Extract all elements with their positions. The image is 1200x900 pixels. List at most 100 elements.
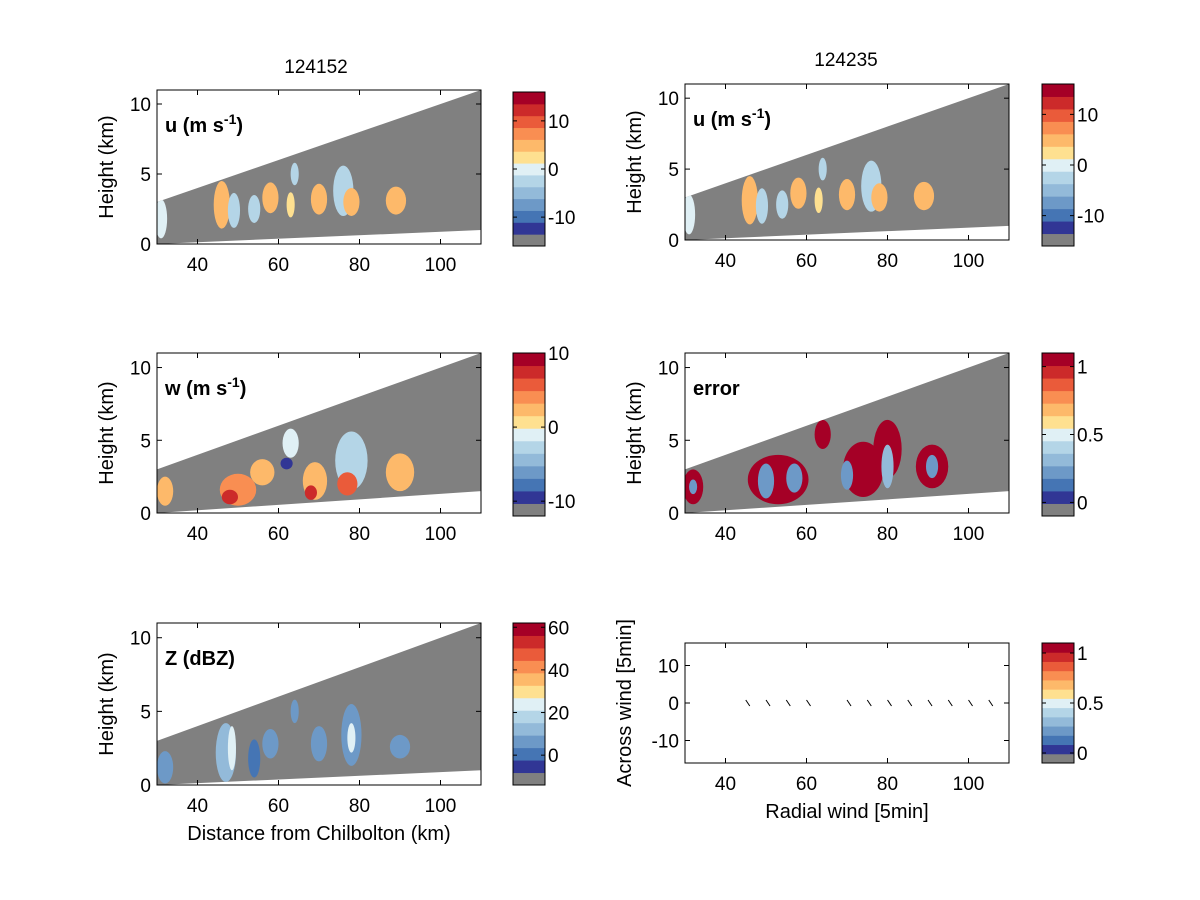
colorbar-frame [512,352,546,517]
x-tick-label: 60 [268,796,289,817]
y-axis-label: Height (km) [624,110,646,213]
x-tick-label: 100 [953,774,985,795]
echo-cell [286,192,295,218]
colorbar: 60 40 20 0 [512,618,569,786]
colorbar-tick-label: 0 [1077,744,1088,765]
colorbar-segment [513,760,545,774]
x-tick-label: 40 [715,524,736,545]
colorbar-tick-label: 10 [548,344,569,365]
echo-cell [290,699,299,724]
wind-vector [765,699,771,707]
wind-vector [907,699,913,707]
colorbar-segment [1042,440,1074,454]
colorbar-segment [1042,428,1074,442]
colorbar-segment [1042,643,1074,653]
y-axis-label: Height (km) [96,115,118,218]
echo-group [157,428,415,506]
colorbar-segment [513,234,545,246]
wind-vector [745,699,751,707]
x-tick-label: 100 [425,524,457,545]
x-axis-label: Radial wind [5min] [765,801,928,823]
colorbar-tick-label: 20 [548,704,569,725]
colorbar-segment [1042,478,1074,492]
colorbar-segment [513,465,545,479]
wind-vector [785,699,791,707]
y-tick-label: 10 [658,89,679,110]
colorbar-segment [513,428,545,442]
x-axis-label: Distance from Chilbolton (km) [187,823,450,845]
wind-vector [968,699,973,707]
echo-cell [818,157,827,181]
colorbar-segment [513,365,545,379]
colorbar-tick-label: -10 [1077,207,1104,228]
echo-cell [310,183,328,215]
colorbar-segment [1042,171,1074,185]
colorbar-segment [513,415,545,429]
wind-vector [887,699,892,707]
colorbar-segment [513,186,545,200]
echo-cell [755,188,769,224]
colorbar-segment [1042,670,1074,681]
x-tick-label: 60 [796,251,817,272]
colorbar-segment [513,115,545,129]
echo-cell [227,192,241,228]
colorbar-segment [513,685,545,699]
colorbar-tick-label: 0.5 [1077,694,1103,715]
plot-area [685,643,1009,763]
panel-label: error [693,378,740,400]
colorbar-segment [513,92,545,105]
echo-cell [347,723,356,753]
colorbar-segment [1042,661,1074,672]
echo-cell [157,476,174,506]
y-tick-label: 10 [130,95,151,116]
x-tick-label: 80 [349,255,370,276]
echo-cell [157,199,168,239]
colorbar-segment [1042,465,1074,479]
colorbar-frame [512,622,546,786]
colorbar-segment [1042,196,1074,210]
colorbar-segment [513,403,545,417]
colorbar-segment [1042,679,1074,690]
wind-vector [806,699,811,707]
colorbar-segment [513,103,545,117]
colorbar-segment [513,747,545,761]
colorbar-tick-label: -10 [548,492,575,513]
x-tick-label: 100 [953,524,985,545]
y-tick-label: 10 [658,657,679,678]
colorbar-segment [1042,221,1074,235]
colorbar-segment [513,647,545,661]
colorbar-segment [513,127,545,140]
x-tick-label: 40 [187,796,208,817]
colorbar-segment [1042,378,1074,392]
colorbar-segment [1042,753,1074,763]
echo-cell [838,179,856,211]
colorbar-tick-label: 0 [1077,493,1088,514]
colorbar-segment [513,503,545,516]
x-tick-label: 80 [349,524,370,545]
echo-cell [282,428,299,458]
echo-cell [385,186,407,215]
colorbar-tick-label: 0 [1077,156,1088,177]
wind-vector [927,699,933,707]
colorbar-segment [1042,353,1074,367]
echo-cell [213,181,230,229]
echo-group [157,699,411,784]
echo-cell [871,183,888,212]
echo-group [157,162,407,239]
colorbar-segment [1042,652,1074,662]
colorbar-tick-label: 0 [548,418,559,439]
colorbar-segment [513,353,545,367]
colorbar-segment [513,623,545,636]
colorbar-tick-label: 0.5 [1077,426,1103,447]
echo-cell [925,454,939,479]
y-tick-label: 10 [130,629,151,650]
axes-frame [684,352,1010,514]
panel-Z_124152: 40 60 80 100 0 5 10 Height (km) Distance from Ch… [96,618,569,845]
y-tick-label: 0 [140,235,151,256]
colorbar-segment [1042,390,1074,404]
colorbar-segment [1042,233,1074,246]
colorbar: 10 0 -10 [1041,83,1104,247]
